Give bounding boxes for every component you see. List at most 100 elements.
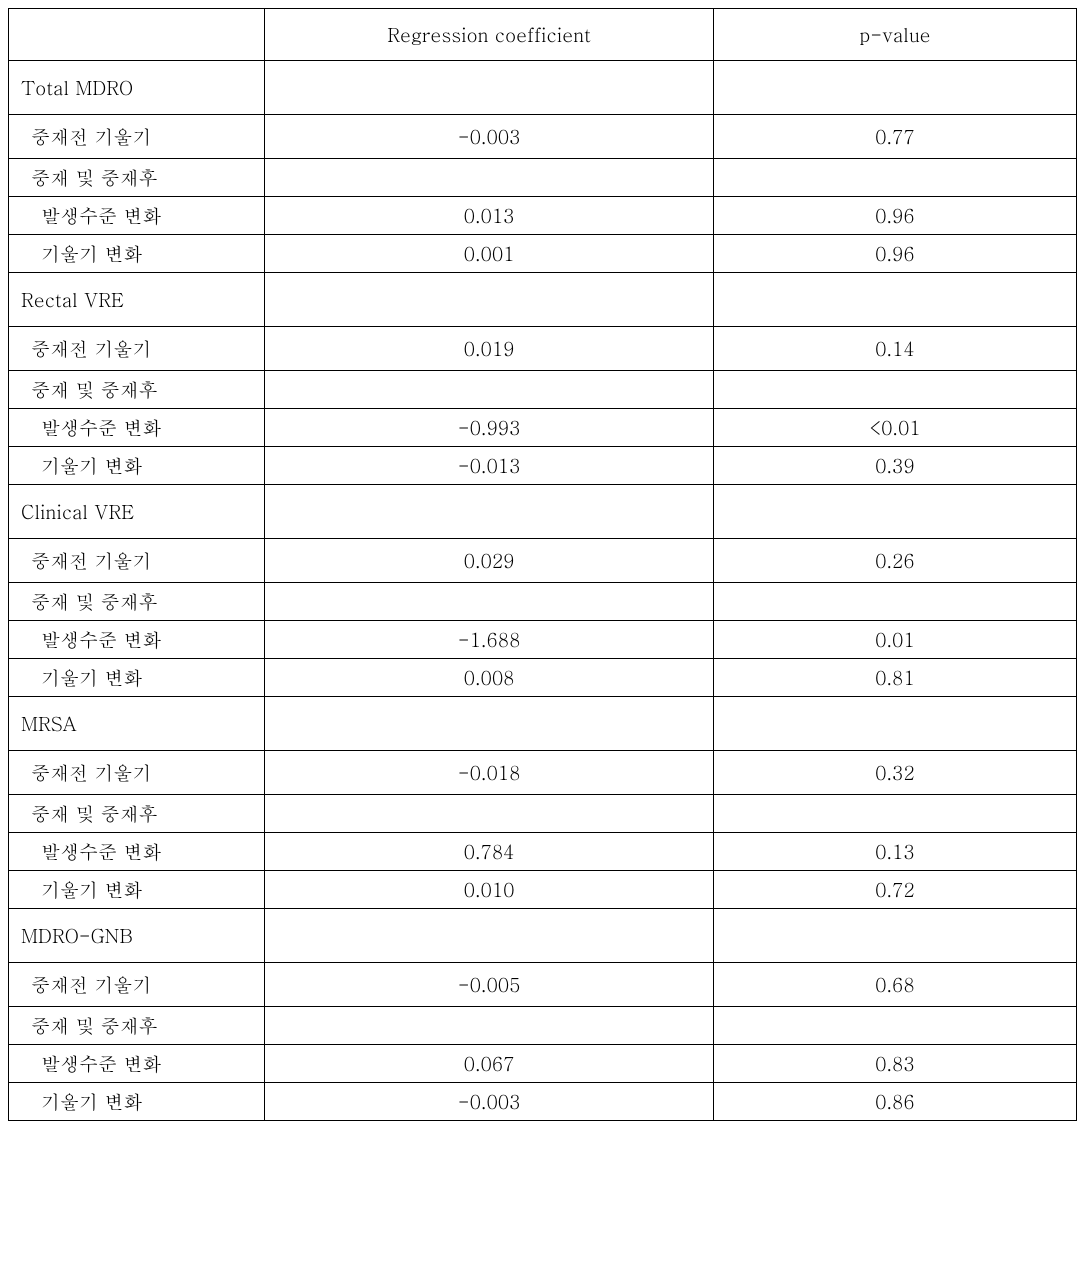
level-change-label: 발생수준 변화: [9, 197, 265, 235]
cell-pval: [713, 485, 1076, 539]
col-header-coef: Regression coefficient: [265, 9, 714, 61]
post-intervention-label: 중재 및 중재후: [9, 795, 265, 833]
level-change-coef: 0.784: [265, 833, 714, 871]
post-intervention-row: 중재 및 중재후: [9, 1007, 1077, 1045]
pre-slope-coef: -0.005: [265, 963, 714, 1007]
post-intervention-row: 중재 및 중재후: [9, 371, 1077, 409]
slope-change-row: 기울기 변화-0.0030.86: [9, 1083, 1077, 1121]
level-change-row: 발생수준 변화0.0670.83: [9, 1045, 1077, 1083]
section-header-row: MRSA: [9, 697, 1077, 751]
cell-pval: [713, 697, 1076, 751]
slope-change-coef: 0.008: [265, 659, 714, 697]
level-change-pval: 0.96: [713, 197, 1076, 235]
level-change-label: 발생수준 변화: [9, 1045, 265, 1083]
section-title: MRSA: [9, 697, 265, 751]
cell-coef: [265, 583, 714, 621]
level-change-pval: 0.83: [713, 1045, 1076, 1083]
slope-change-pval: 0.86: [713, 1083, 1076, 1121]
cell-pval: [713, 273, 1076, 327]
slope-change-label: 기울기 변화: [9, 659, 265, 697]
slope-change-row: 기울기 변화-0.0130.39: [9, 447, 1077, 485]
slope-change-row: 기울기 변화0.0100.72: [9, 871, 1077, 909]
pre-slope-label: 중재전 기울기: [9, 963, 265, 1007]
cell-pval: [713, 583, 1076, 621]
slope-change-row: 기울기 변화0.0080.81: [9, 659, 1077, 697]
cell-pval: [713, 371, 1076, 409]
cell-pval: [713, 795, 1076, 833]
pre-slope-row: 중재전 기울기-0.0030.77: [9, 115, 1077, 159]
pre-slope-row: 중재전 기울기0.0190.14: [9, 327, 1077, 371]
table-body: Total MDRO중재전 기울기-0.0030.77중재 및 중재후발생수준 …: [9, 61, 1077, 1121]
cell-pval: [713, 159, 1076, 197]
slope-change-label: 기울기 변화: [9, 447, 265, 485]
post-intervention-label: 중재 및 중재후: [9, 371, 265, 409]
cell-coef: [265, 61, 714, 115]
slope-change-pval: 0.81: [713, 659, 1076, 697]
slope-change-label: 기울기 변화: [9, 871, 265, 909]
pre-slope-label: 중재전 기울기: [9, 539, 265, 583]
pre-slope-pval: 0.68: [713, 963, 1076, 1007]
col-header-pval: p-value: [713, 9, 1076, 61]
pre-slope-pval: 0.26: [713, 539, 1076, 583]
level-change-pval: 0.01: [713, 621, 1076, 659]
slope-change-pval: 0.39: [713, 447, 1076, 485]
section-header-row: MDRO-GNB: [9, 909, 1077, 963]
level-change-label: 발생수준 변화: [9, 833, 265, 871]
section-title: Rectal VRE: [9, 273, 265, 327]
cell-coef: [265, 909, 714, 963]
post-intervention-label: 중재 및 중재후: [9, 159, 265, 197]
level-change-row: 발생수준 변화0.7840.13: [9, 833, 1077, 871]
pre-slope-coef: 0.019: [265, 327, 714, 371]
post-intervention-row: 중재 및 중재후: [9, 583, 1077, 621]
pre-slope-row: 중재전 기울기-0.0180.32: [9, 751, 1077, 795]
level-change-label: 발생수준 변화: [9, 621, 265, 659]
level-change-coef: -0.993: [265, 409, 714, 447]
level-change-pval: 0.13: [713, 833, 1076, 871]
section-header-row: Clinical VRE: [9, 485, 1077, 539]
post-intervention-label: 중재 및 중재후: [9, 1007, 265, 1045]
cell-coef: [265, 159, 714, 197]
level-change-label: 발생수준 변화: [9, 409, 265, 447]
pre-slope-label: 중재전 기울기: [9, 751, 265, 795]
level-change-row: 발생수준 변화-1.6880.01: [9, 621, 1077, 659]
post-intervention-row: 중재 및 중재후: [9, 159, 1077, 197]
slope-change-row: 기울기 변화0.0010.96: [9, 235, 1077, 273]
section-title: Total MDRO: [9, 61, 265, 115]
section-title: MDRO-GNB: [9, 909, 265, 963]
level-change-coef: -1.688: [265, 621, 714, 659]
slope-change-coef: 0.001: [265, 235, 714, 273]
slope-change-coef: -0.003: [265, 1083, 714, 1121]
level-change-coef: 0.067: [265, 1045, 714, 1083]
pre-slope-row: 중재전 기울기0.0290.26: [9, 539, 1077, 583]
pre-slope-coef: -0.018: [265, 751, 714, 795]
regression-table: Regression coefficient p-value Total MDR…: [8, 8, 1077, 1121]
table-header-row: Regression coefficient p-value: [9, 9, 1077, 61]
level-change-coef: 0.013: [265, 197, 714, 235]
pre-slope-pval: 0.77: [713, 115, 1076, 159]
section-header-row: Rectal VRE: [9, 273, 1077, 327]
cell-coef: [265, 371, 714, 409]
level-change-pval: <0.01: [713, 409, 1076, 447]
level-change-row: 발생수준 변화0.0130.96: [9, 197, 1077, 235]
cell-coef: [265, 273, 714, 327]
pre-slope-pval: 0.14: [713, 327, 1076, 371]
pre-slope-row: 중재전 기울기-0.0050.68: [9, 963, 1077, 1007]
slope-change-coef: -0.013: [265, 447, 714, 485]
pre-slope-pval: 0.32: [713, 751, 1076, 795]
post-intervention-label: 중재 및 중재후: [9, 583, 265, 621]
section-title: Clinical VRE: [9, 485, 265, 539]
cell-pval: [713, 61, 1076, 115]
cell-coef: [265, 795, 714, 833]
slope-change-label: 기울기 변화: [9, 1083, 265, 1121]
slope-change-pval: 0.96: [713, 235, 1076, 273]
slope-change-label: 기울기 변화: [9, 235, 265, 273]
slope-change-coef: 0.010: [265, 871, 714, 909]
pre-slope-label: 중재전 기울기: [9, 115, 265, 159]
section-header-row: Total MDRO: [9, 61, 1077, 115]
pre-slope-coef: -0.003: [265, 115, 714, 159]
pre-slope-coef: 0.029: [265, 539, 714, 583]
col-header-label: [9, 9, 265, 61]
cell-coef: [265, 485, 714, 539]
cell-pval: [713, 1007, 1076, 1045]
slope-change-pval: 0.72: [713, 871, 1076, 909]
